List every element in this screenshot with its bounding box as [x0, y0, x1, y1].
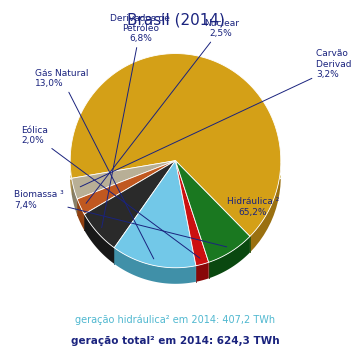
Polygon shape	[77, 199, 84, 230]
Polygon shape	[176, 161, 250, 262]
Polygon shape	[176, 161, 209, 266]
Text: Eólica
2,0%: Eólica 2,0%	[21, 126, 200, 258]
Text: Biomassa ³
7,4%: Biomassa ³ 7,4%	[14, 190, 227, 247]
Polygon shape	[77, 161, 176, 214]
Text: Gás Natural
13,0%: Gás Natural 13,0%	[35, 69, 154, 259]
Text: geração hidráulica² em 2014: 407,2 TWh: geração hidráulica² em 2014: 407,2 TWh	[75, 315, 276, 325]
Text: geração total² em 2014: 624,3 TWh: geração total² em 2014: 624,3 TWh	[71, 336, 280, 346]
Polygon shape	[70, 54, 281, 236]
Text: Carvão e
Derivados ¹
3,2%: Carvão e Derivados ¹ 3,2%	[80, 49, 351, 187]
Polygon shape	[72, 161, 176, 199]
Text: Derivados de
Petróleo
6,8%: Derivados de Petróleo 6,8%	[102, 14, 170, 228]
Polygon shape	[84, 214, 114, 264]
Polygon shape	[114, 161, 196, 268]
Ellipse shape	[70, 161, 281, 193]
Polygon shape	[72, 178, 77, 215]
Text: Hidráulica ²
65,2%: Hidráulica ² 65,2%	[226, 197, 279, 217]
Polygon shape	[84, 161, 176, 248]
Polygon shape	[209, 236, 250, 278]
Text: Brasil (2014): Brasil (2014)	[127, 12, 224, 27]
Polygon shape	[114, 248, 196, 284]
Polygon shape	[196, 262, 209, 282]
Polygon shape	[70, 163, 281, 252]
Text: Nuclear
2,5%: Nuclear 2,5%	[86, 19, 239, 203]
